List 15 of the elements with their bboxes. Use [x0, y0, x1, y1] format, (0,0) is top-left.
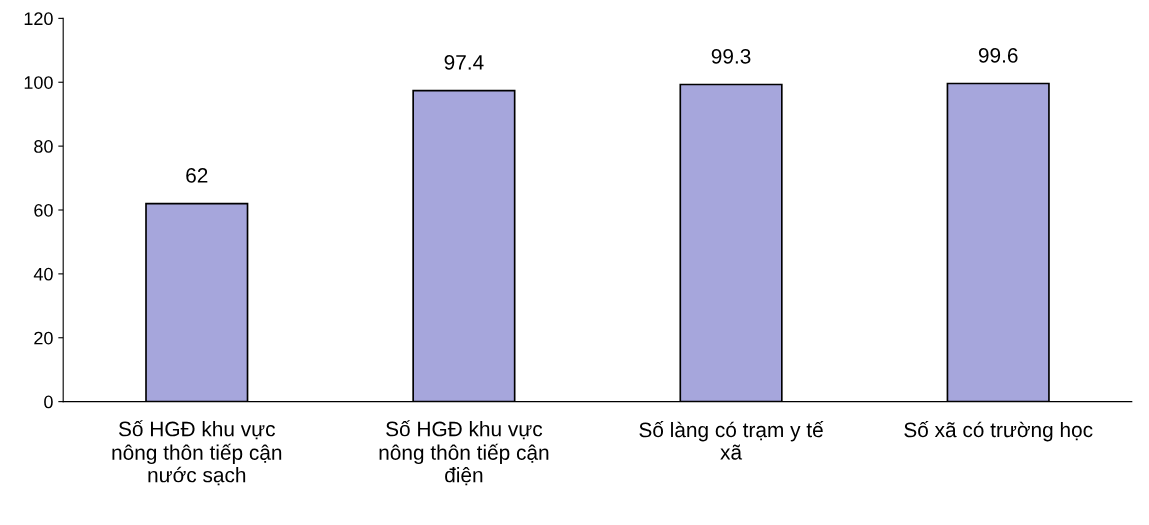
y-tick-label: 20 — [34, 331, 53, 345]
y-tick-label: 80 — [34, 140, 53, 153]
y-tick-label: 40 — [33, 267, 53, 281]
data-label: 62 — [186, 168, 208, 183]
x-tick-label: Số làng có trạm y tế xã — [639, 421, 824, 460]
data-label: 99.6 — [978, 47, 1018, 63]
x-tick-label: Số HGĐ khu vực nông thôn tiếp cận nước sạch — [112, 420, 282, 486]
y-tick-label: 0 — [44, 395, 53, 409]
y-tick-label: 100 — [24, 76, 53, 89]
y-tick-label: 120 — [24, 12, 53, 26]
data-label: 99.3 — [711, 48, 751, 64]
y-tick-label: 60 — [34, 203, 53, 217]
data-label: 97.4 — [444, 55, 484, 70]
x-tick-label: Số xã có trường học — [904, 421, 1093, 442]
x-tick-label: Số HGĐ khu vực nông thôn tiếp cận điện — [379, 420, 549, 486]
